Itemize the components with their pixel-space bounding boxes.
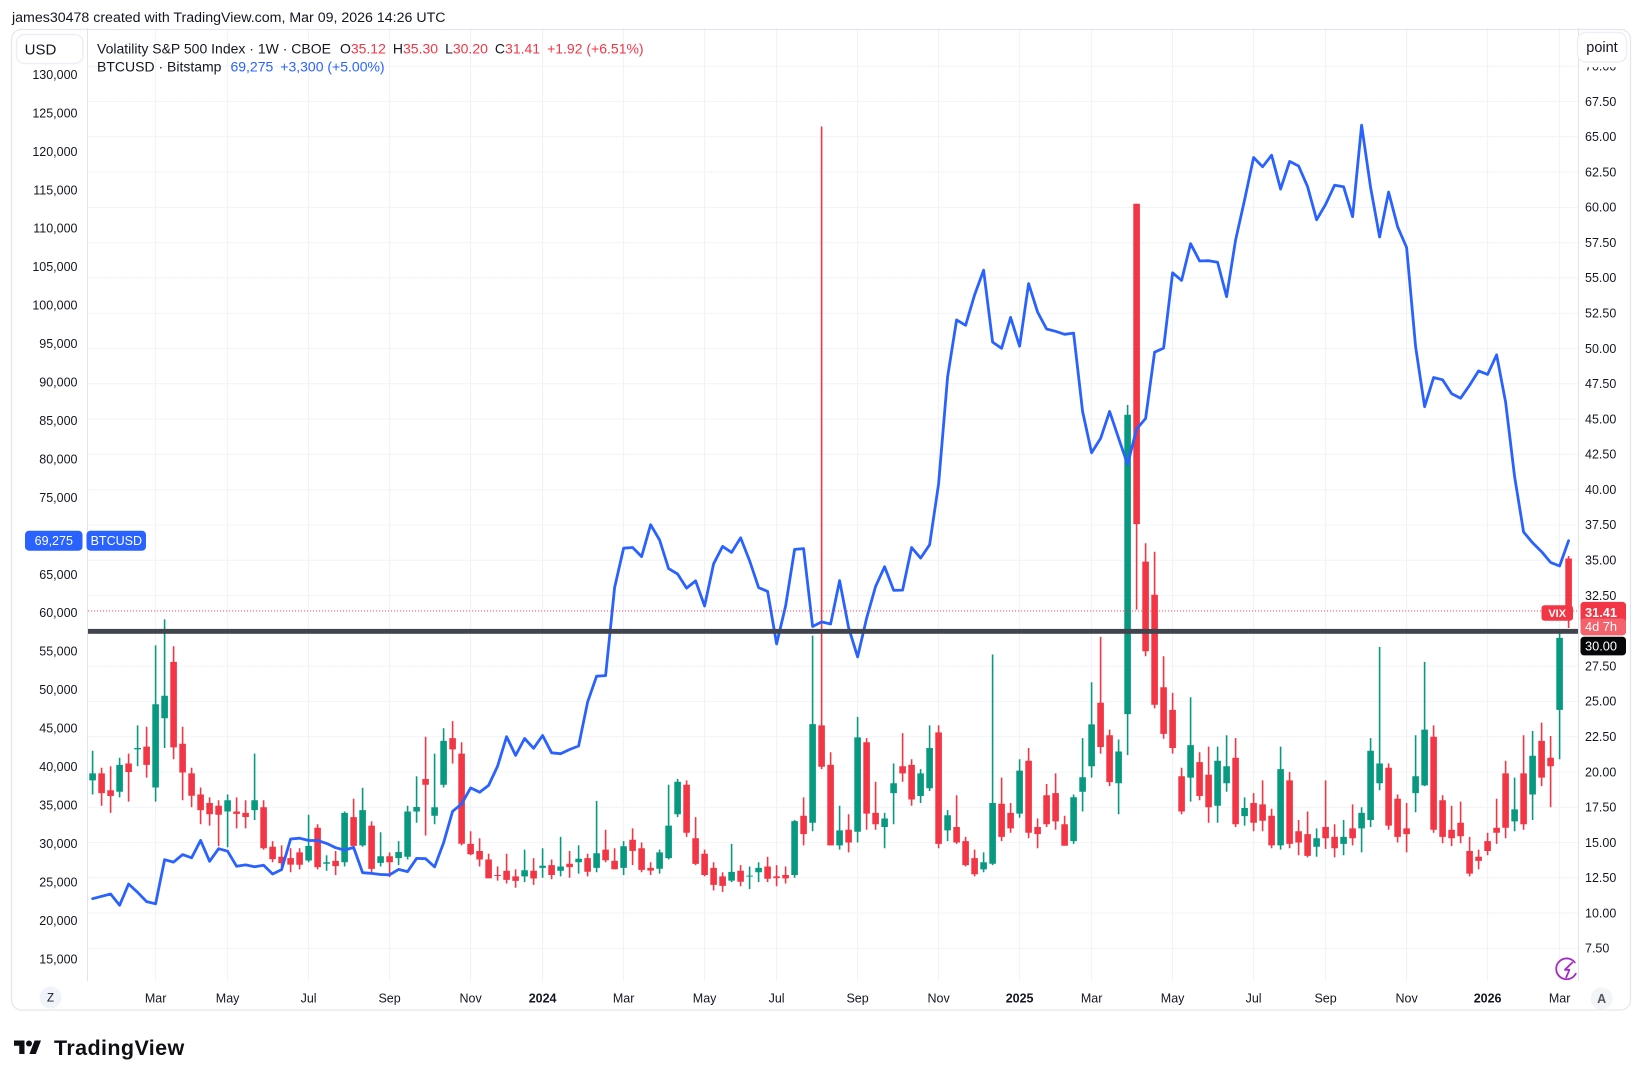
svg-text:40.00: 40.00 — [1585, 483, 1616, 497]
svg-text:90,000: 90,000 — [39, 376, 77, 390]
svg-text:57.50: 57.50 — [1585, 236, 1616, 250]
svg-text:Z: Z — [47, 993, 54, 1005]
svg-text:50,000: 50,000 — [39, 683, 77, 697]
svg-text:17.50: 17.50 — [1585, 801, 1616, 815]
svg-text:47.50: 47.50 — [1585, 377, 1616, 391]
svg-text:Sep: Sep — [378, 992, 400, 1006]
svg-text:VIX: VIX — [1548, 608, 1566, 620]
svg-text:52.50: 52.50 — [1585, 307, 1616, 321]
svg-text:67.50: 67.50 — [1585, 95, 1616, 109]
svg-text:130,000: 130,000 — [32, 68, 77, 82]
svg-text:point: point — [1586, 40, 1617, 56]
svg-text:Nov: Nov — [459, 992, 482, 1006]
svg-text:15,000: 15,000 — [39, 952, 77, 966]
svg-text:USD: USD — [25, 41, 57, 58]
svg-text:120,000: 120,000 — [32, 145, 77, 159]
svg-text:65,000: 65,000 — [39, 568, 77, 582]
svg-text:105,000: 105,000 — [32, 260, 77, 274]
svg-text:BTCUSD: BTCUSD — [91, 534, 142, 548]
svg-text:25,000: 25,000 — [39, 875, 77, 889]
svg-text:42.50: 42.50 — [1585, 448, 1616, 462]
svg-text:60.00: 60.00 — [1585, 201, 1616, 215]
svg-text:May: May — [693, 992, 717, 1006]
svg-text:55.00: 55.00 — [1585, 271, 1616, 285]
svg-text:31.41: 31.41 — [1585, 605, 1617, 620]
svg-text:20.00: 20.00 — [1585, 765, 1616, 779]
svg-text:Nov: Nov — [1395, 992, 1418, 1006]
svg-text:95,000: 95,000 — [39, 337, 77, 351]
svg-text:Jul: Jul — [301, 992, 317, 1006]
svg-text:12.50: 12.50 — [1585, 871, 1616, 885]
svg-text:james30478 created with Tradin: james30478 created with TradingView.com,… — [11, 10, 445, 26]
svg-text:70.00: 70.00 — [1585, 60, 1616, 74]
svg-text:7.50: 7.50 — [1585, 942, 1609, 956]
svg-text:60,000: 60,000 — [39, 606, 77, 620]
svg-text:May: May — [1161, 992, 1185, 1006]
svg-text:65.00: 65.00 — [1585, 130, 1616, 144]
svg-text:Jul: Jul — [1246, 992, 1262, 1006]
svg-text:30,000: 30,000 — [39, 837, 77, 851]
svg-text:Mar: Mar — [1081, 992, 1103, 1006]
svg-text:45.00: 45.00 — [1585, 412, 1616, 426]
svg-text:35,000: 35,000 — [39, 799, 77, 813]
svg-text:110,000: 110,000 — [33, 222, 77, 236]
svg-text:45,000: 45,000 — [39, 722, 77, 736]
svg-text:50.00: 50.00 — [1585, 342, 1616, 356]
svg-text:Sep: Sep — [846, 992, 868, 1006]
svg-text:Nov: Nov — [927, 992, 950, 1006]
svg-text:May: May — [216, 992, 240, 1006]
svg-text:32.50: 32.50 — [1585, 589, 1616, 603]
svg-text:37.50: 37.50 — [1585, 518, 1616, 532]
svg-text:Volatility S&P 500 Index · 1W: Volatility S&P 500 Index · 1W · CBOE O35.… — [97, 40, 644, 56]
svg-text:100,000: 100,000 — [32, 299, 77, 313]
svg-text:2026: 2026 — [1474, 992, 1502, 1006]
svg-text:15.00: 15.00 — [1585, 836, 1616, 850]
svg-text:125,000: 125,000 — [32, 106, 77, 120]
svg-text:Sep: Sep — [1314, 992, 1336, 1006]
svg-text:40,000: 40,000 — [39, 760, 77, 774]
svg-text:Jul: Jul — [769, 992, 785, 1006]
svg-text:Mar: Mar — [145, 992, 167, 1006]
svg-text:27.50: 27.50 — [1585, 659, 1616, 673]
svg-text:A: A — [1597, 992, 1606, 1006]
svg-text:55,000: 55,000 — [39, 645, 77, 659]
svg-text:Mar: Mar — [613, 992, 635, 1006]
svg-text:85,000: 85,000 — [39, 414, 77, 428]
svg-text:30.00: 30.00 — [1585, 639, 1617, 654]
svg-text:Mar: Mar — [1549, 992, 1571, 1006]
svg-text:75,000: 75,000 — [39, 491, 77, 505]
svg-text:10.00: 10.00 — [1585, 906, 1616, 920]
svg-text:2025: 2025 — [1006, 992, 1034, 1006]
svg-text:69,275: 69,275 — [35, 534, 73, 548]
svg-text:2024: 2024 — [529, 992, 557, 1006]
svg-text:115,000: 115,000 — [33, 183, 77, 197]
svg-text:4d 7h: 4d 7h — [1585, 619, 1617, 634]
svg-text:62.50: 62.50 — [1585, 165, 1616, 179]
svg-text:35.00: 35.00 — [1585, 554, 1616, 568]
svg-text:25.00: 25.00 — [1585, 695, 1616, 709]
svg-text:22.50: 22.50 — [1585, 730, 1616, 744]
svg-text:TradingView: TradingView — [54, 1036, 185, 1060]
svg-text:80,000: 80,000 — [39, 452, 77, 466]
svg-text:20,000: 20,000 — [39, 914, 77, 928]
